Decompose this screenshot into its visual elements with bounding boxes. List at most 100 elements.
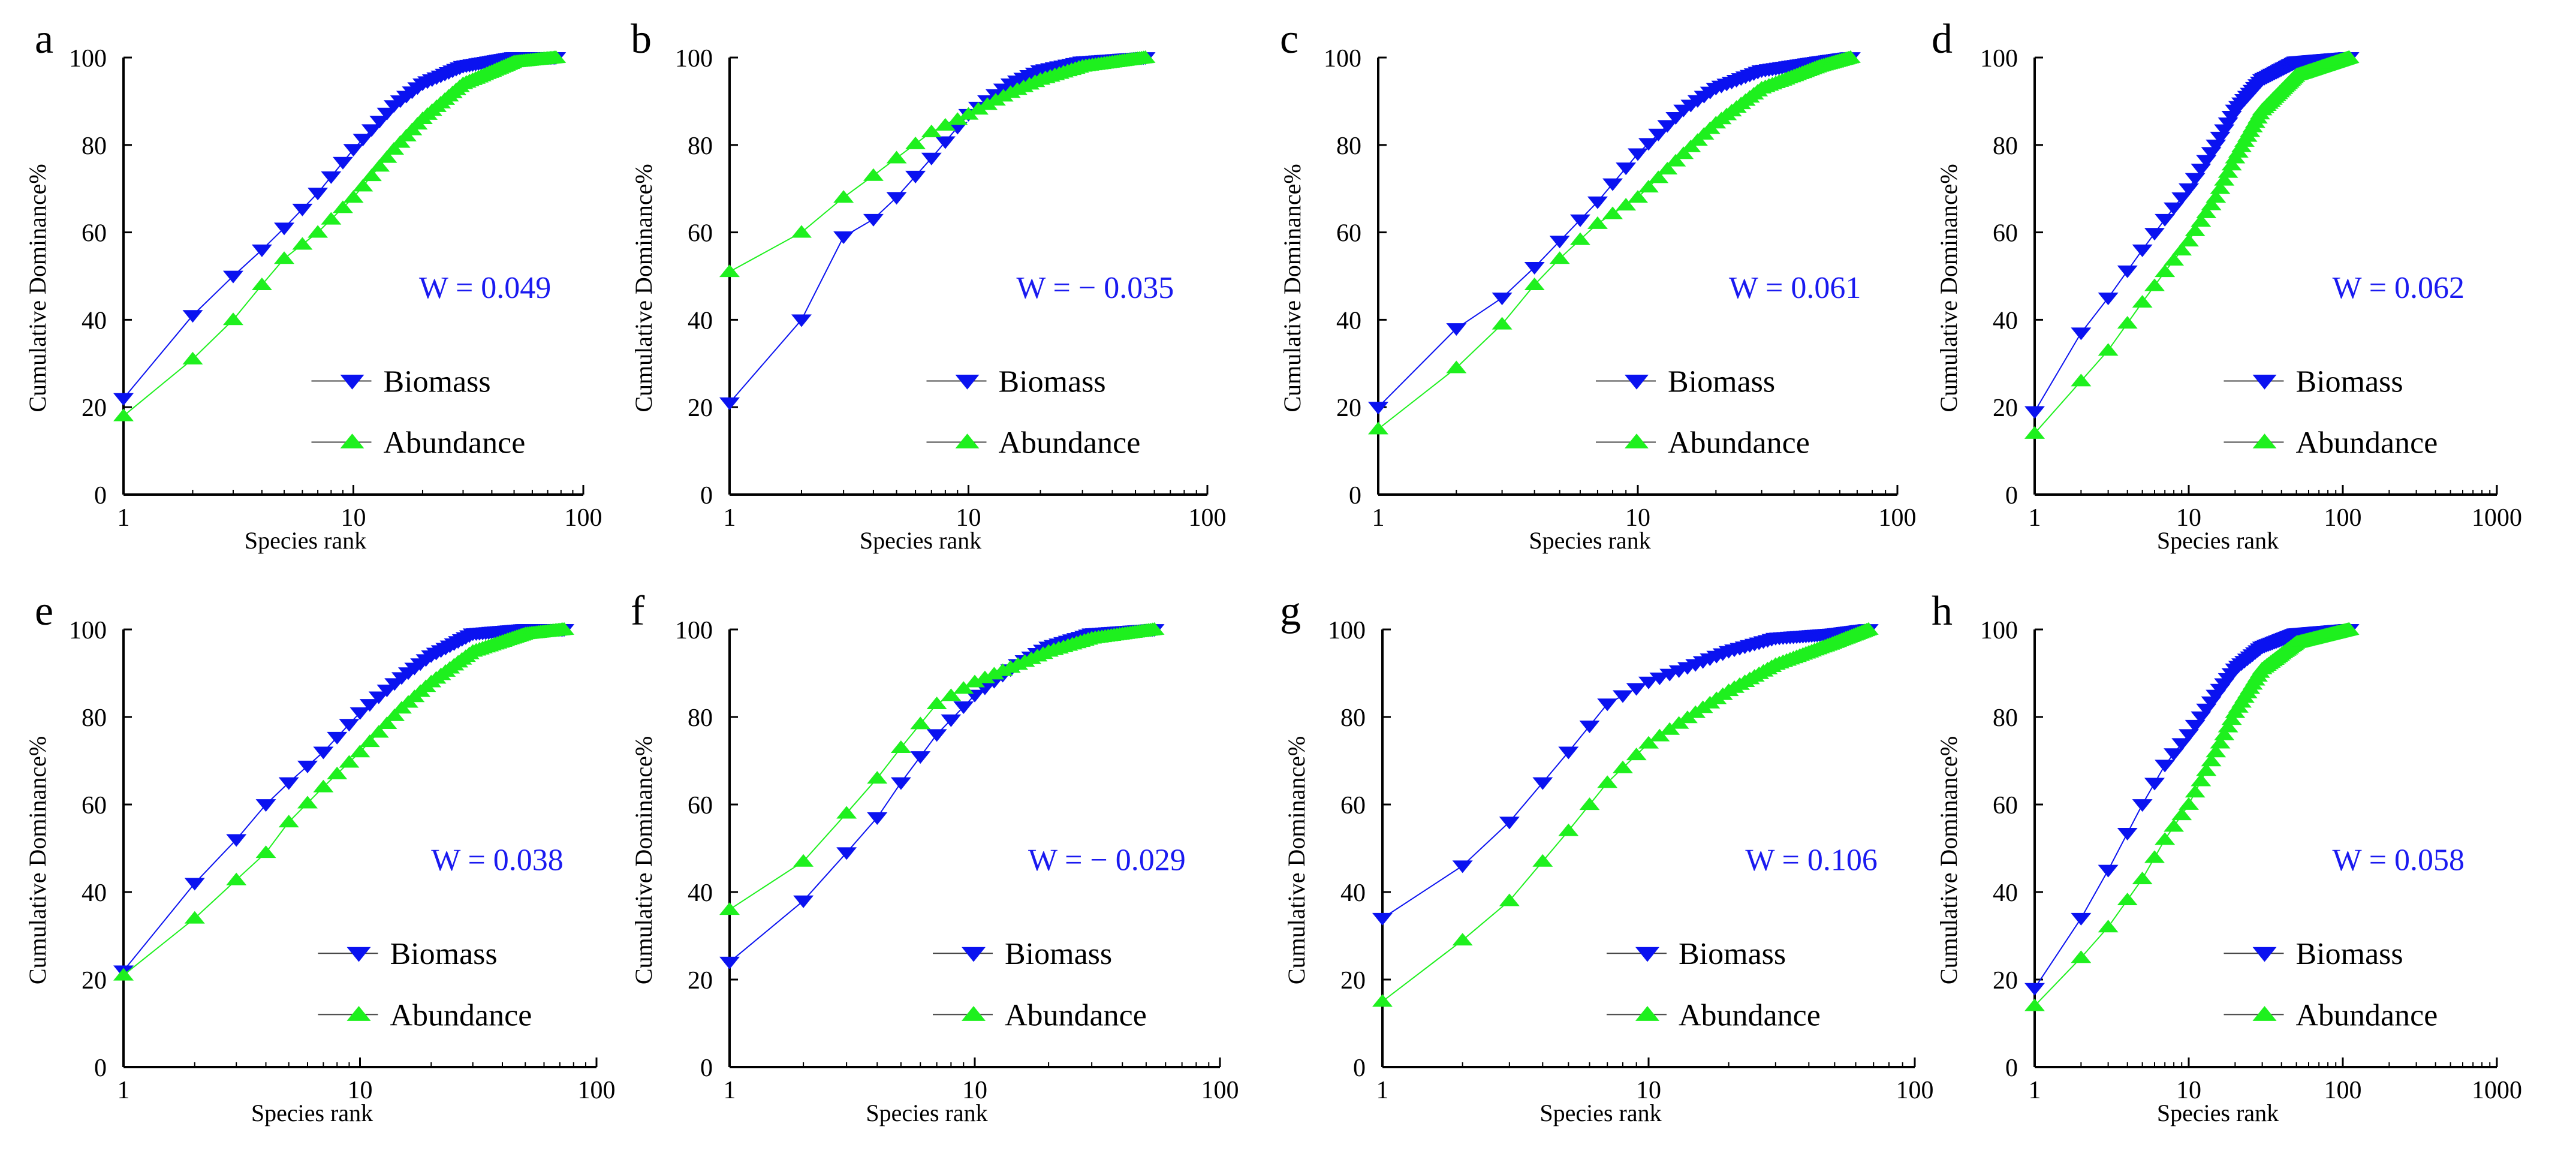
y-tick-label: 60 — [82, 792, 107, 819]
biomass-point — [886, 192, 907, 205]
abundance-point — [1602, 206, 1623, 219]
abundance-point — [886, 150, 907, 164]
y-tick-label: 80 — [82, 704, 107, 732]
biomass-point — [905, 170, 926, 183]
abundance-point — [1368, 421, 1388, 435]
abundance-point — [1858, 622, 1879, 635]
biomass-point — [368, 691, 389, 704]
abundance-point — [361, 168, 382, 182]
abundance-point — [546, 50, 567, 63]
abundance-point — [905, 136, 926, 149]
y-tick-label: 40 — [688, 307, 713, 335]
abundance-point — [836, 806, 857, 819]
abundance-point — [1840, 50, 1861, 63]
biomass-point — [1524, 262, 1545, 275]
y-tick-label: 60 — [688, 220, 713, 248]
biomass-point — [292, 203, 313, 216]
biomass-point — [1665, 112, 1686, 125]
abundance-point — [2132, 871, 2153, 884]
abundance-point — [968, 102, 989, 115]
y-tick-label: 20 — [1340, 967, 1366, 995]
panel-c: c 0 20 40 60 80 100 1 10 100 Species rank Cumulativ… — [1279, 16, 1917, 554]
legend-label-biomass: Biomass — [384, 364, 491, 399]
abundance-point — [1638, 736, 1659, 749]
biomass-point — [793, 895, 814, 908]
biomass-point — [2098, 864, 2119, 878]
abundance-point — [359, 734, 380, 748]
abundance-point — [352, 179, 373, 192]
abundance-point — [182, 351, 203, 364]
abundance-point — [2164, 819, 2185, 832]
biomass-point — [251, 244, 272, 257]
abundance-point — [1612, 760, 1633, 773]
abundance-point — [339, 755, 360, 768]
abundance-point — [2144, 850, 2165, 863]
biomass-point — [1549, 236, 1570, 249]
panel-e: e 0 20 40 60 80 100 1 10 100 Species rank Cumulativ… — [24, 588, 616, 1126]
abundance-point — [327, 766, 348, 779]
biomass-point — [910, 751, 931, 764]
y-tick-label: 100 — [675, 617, 713, 644]
abundance-point — [332, 200, 353, 213]
panel-label: b — [631, 16, 652, 62]
abundance-point — [376, 716, 397, 730]
y-tick-label: 0 — [94, 1054, 107, 1082]
y-tick-label: 100 — [675, 45, 713, 73]
abundance-point — [2218, 165, 2238, 178]
x-axis-title: Species rank — [860, 527, 981, 554]
abundance-point — [1649, 728, 1670, 742]
biomass-point — [222, 270, 243, 284]
abundance-point — [1372, 994, 1393, 1007]
biomass-point — [2071, 327, 2092, 341]
panel-d: d 0 20 40 60 80 100 1 10 100 1000 Species rank Cumul… — [1932, 16, 2522, 554]
abundance-point — [2179, 234, 2199, 247]
abundance-point — [1532, 854, 1553, 867]
legend-marker-abundance — [955, 433, 980, 448]
abundance-point — [2117, 316, 2138, 329]
abundance-series-line — [1378, 57, 1851, 430]
x-tick-label: 10 — [2176, 1077, 2201, 1104]
abundance-point — [833, 190, 854, 203]
abundance-point — [1616, 198, 1637, 211]
abundance-point — [255, 845, 276, 858]
w-statistic-label: W = 0.038 — [431, 843, 563, 878]
legend-label-biomass: Biomass — [2296, 937, 2403, 971]
abundance-point — [965, 674, 985, 688]
abundance-point — [1549, 251, 1570, 264]
y-tick-label: 100 — [1324, 45, 1361, 73]
legend-marker-biomass — [962, 947, 986, 962]
biomass-point — [313, 746, 334, 760]
biomass-point — [1626, 683, 1647, 696]
abundance-point — [2071, 373, 2092, 387]
y-tick-label: 40 — [688, 879, 713, 907]
legend-label-abundance: Abundance — [2296, 426, 2438, 460]
y-axis-title: Cumulative Dominance% — [24, 164, 51, 412]
abundance-point — [2171, 243, 2192, 256]
x-tick-label: 1 — [724, 1077, 736, 1104]
w-statistic-label: W = 0.061 — [1729, 271, 1861, 305]
abundance-point — [2196, 205, 2217, 218]
y-axis-title: Cumulative Dominance% — [1283, 736, 1310, 984]
w-statistic-label: W = − 0.029 — [1028, 843, 1186, 878]
abundance-point — [2196, 763, 2217, 776]
legend-label-biomass: Biomass — [999, 364, 1106, 399]
abundance-point — [984, 667, 1005, 680]
biomass-point — [332, 156, 353, 170]
legend-label-abundance: Abundance — [1679, 998, 1821, 1032]
y-tick-label: 40 — [82, 879, 107, 907]
biomass-point — [361, 124, 382, 137]
abundance-point — [947, 112, 968, 125]
abundance-point — [2024, 426, 2045, 439]
x-tick-label: 1 — [2029, 1077, 2041, 1104]
abundance-point — [2214, 173, 2235, 186]
legend-label-biomass: Biomass — [1005, 937, 1112, 971]
y-tick-label: 20 — [1336, 394, 1361, 422]
abundance-point — [1587, 216, 1608, 229]
legend-marker-abundance — [2252, 1006, 2277, 1021]
panel-label: h — [1932, 588, 1953, 634]
y-tick-label: 0 — [700, 1054, 713, 1082]
biomass-point — [2024, 983, 2045, 996]
abundance-point — [2098, 920, 2119, 933]
x-tick-label: 1 — [724, 504, 736, 532]
